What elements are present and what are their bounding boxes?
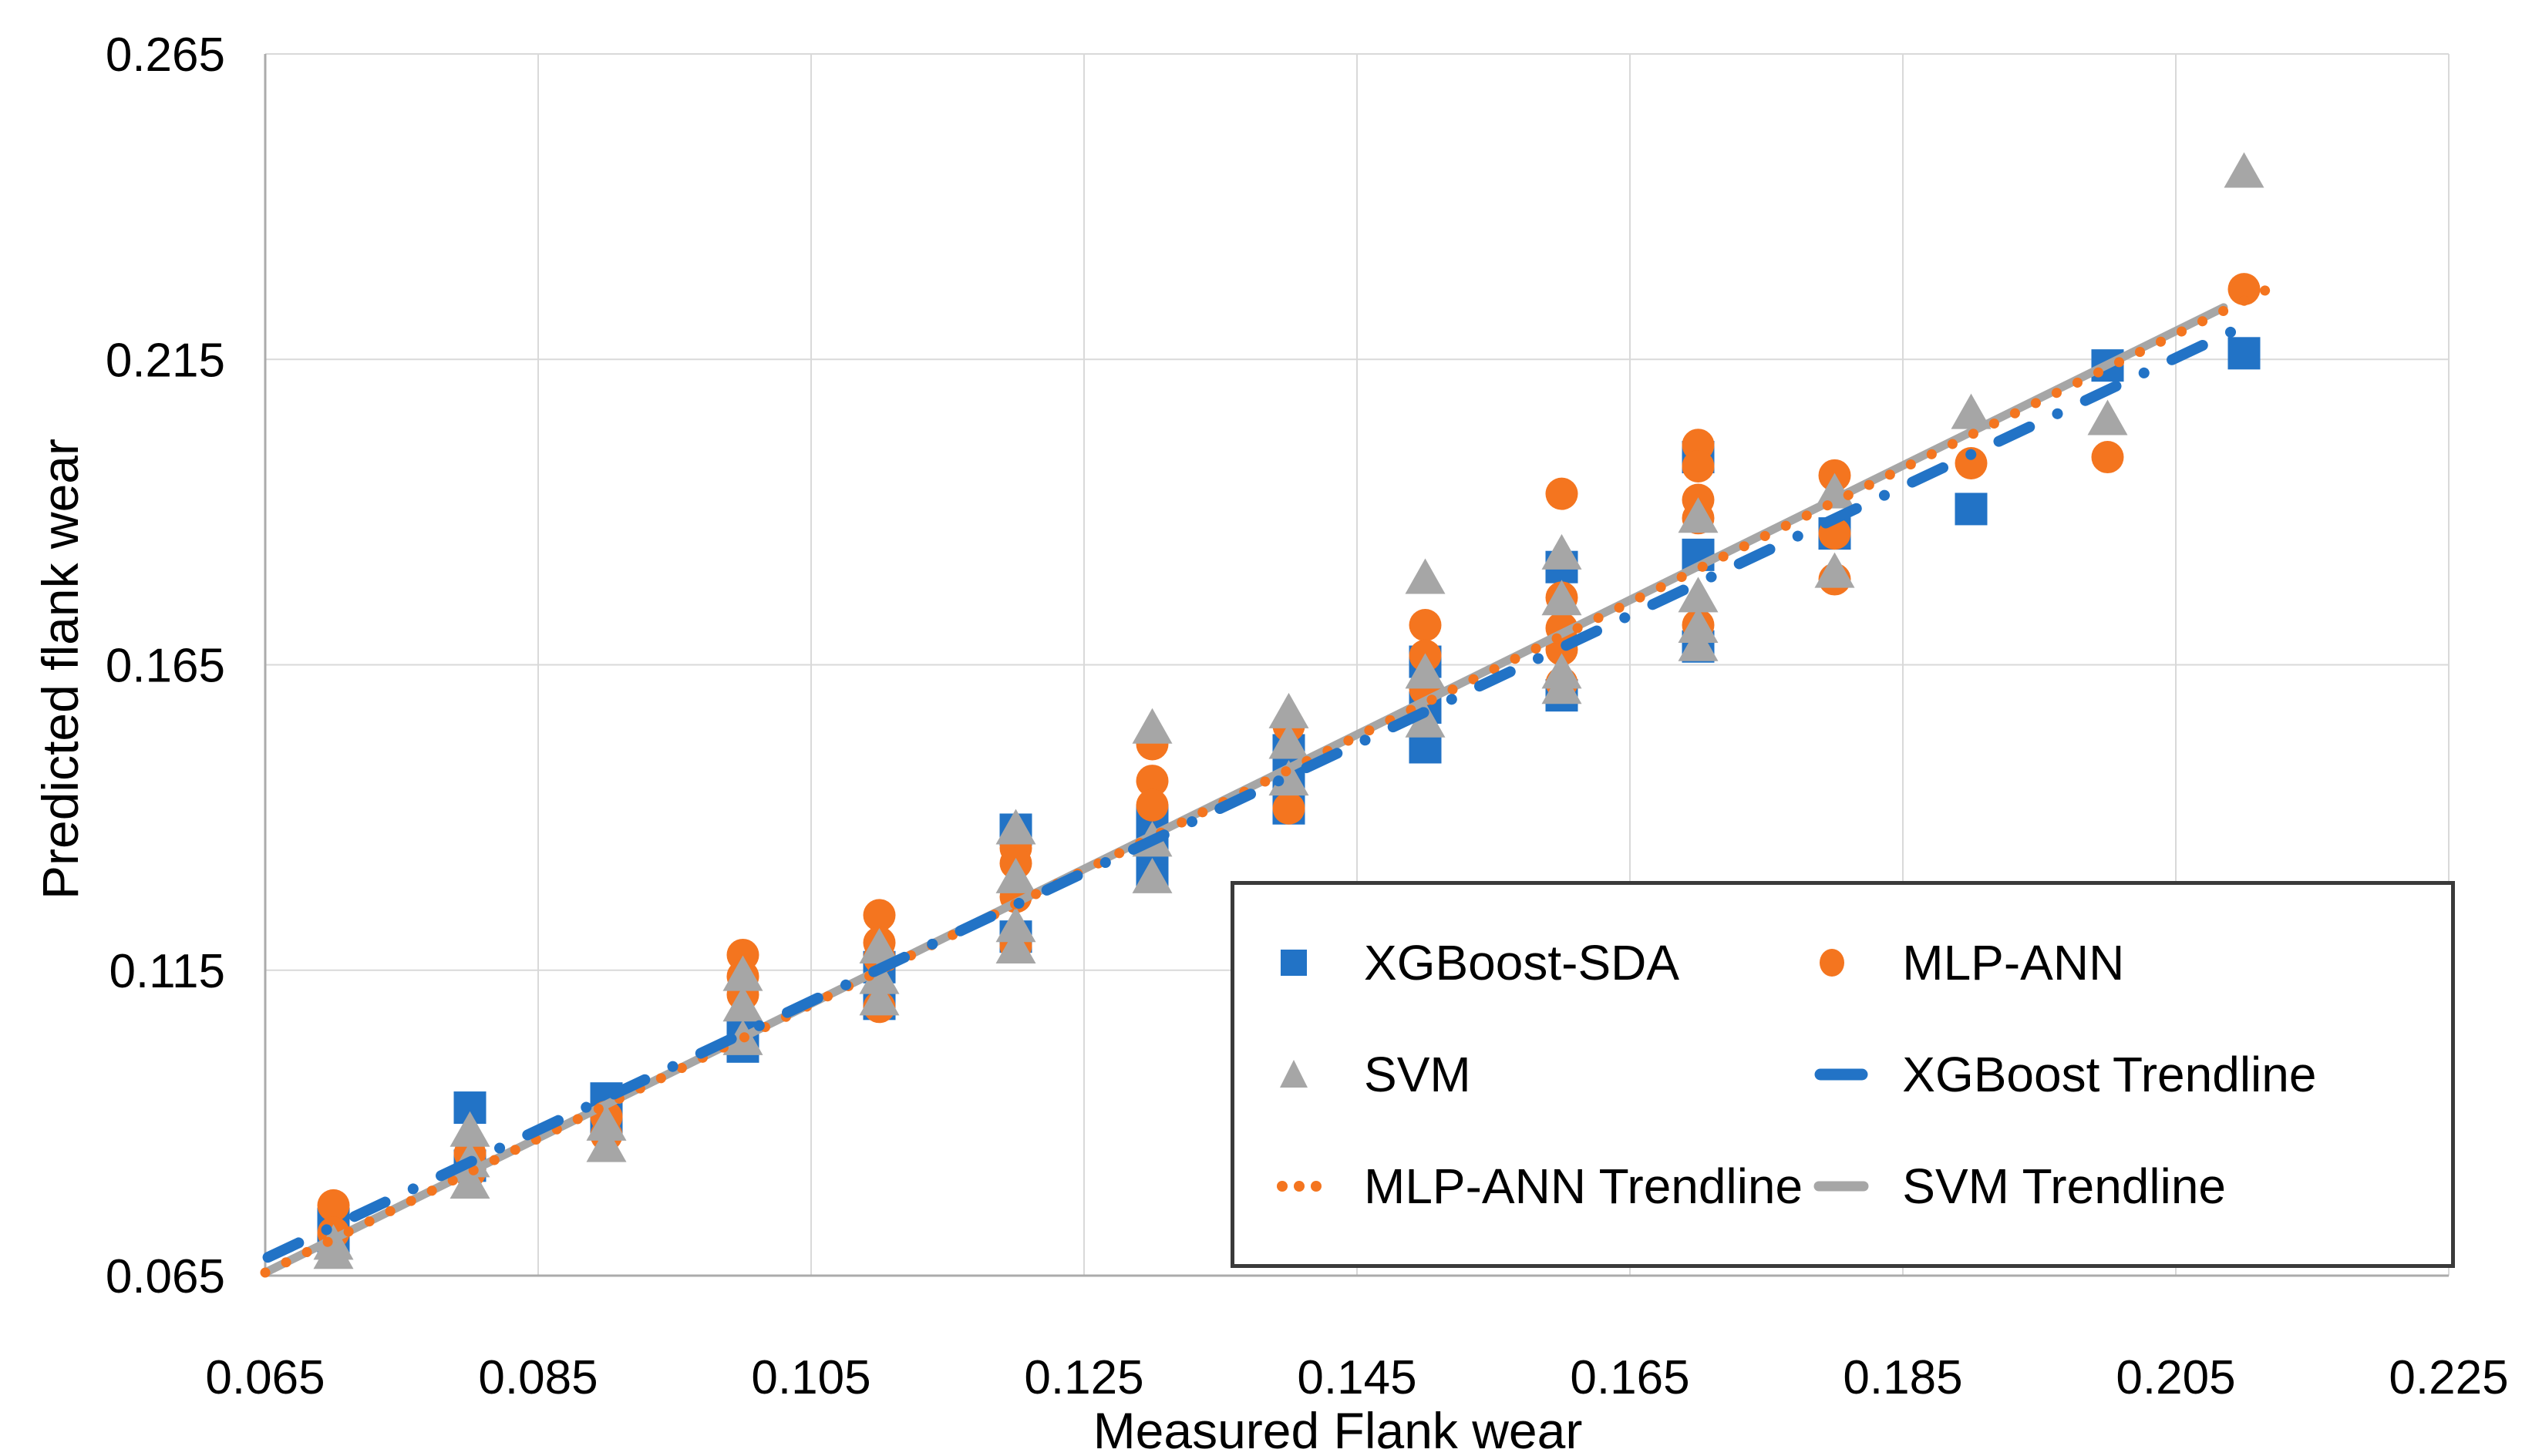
legend-item-mlp-ann: MLP-ANN — [1811, 934, 2443, 991]
svg-text:0.215: 0.215 — [106, 334, 225, 387]
legend-item-label: XGBoost Trendline — [1902, 1046, 2317, 1102]
svg-text:0.185: 0.185 — [1843, 1351, 1962, 1404]
legend-item-label: SVM — [1364, 1046, 1471, 1102]
legend-item-svm: SVM — [1273, 1046, 1811, 1103]
svg-text:0.265: 0.265 — [106, 29, 225, 82]
legend-item-label: MLP-ANN — [1902, 934, 2125, 990]
dotted-line-icon — [1273, 1168, 1350, 1205]
svg-text:0.165: 0.165 — [1570, 1351, 1689, 1404]
svg-text:0.115: 0.115 — [109, 945, 225, 998]
legend-item-label: SVM Trendline — [1902, 1158, 2227, 1215]
svg-text:0.225: 0.225 — [2389, 1351, 2508, 1404]
x-axis-title: Measured Flank wear — [1093, 1402, 1583, 1456]
svg-text:0.065: 0.065 — [106, 1250, 225, 1303]
svg-text:0.065: 0.065 — [205, 1351, 325, 1404]
square-marker-icon — [1273, 944, 1350, 981]
legend-item-xgboost-trendline: XGBoost Trendline — [1811, 1046, 2443, 1103]
y-axis-title: Predicted flank wear — [32, 439, 89, 899]
svg-text:0.165: 0.165 — [106, 640, 225, 693]
chart-legend: XGBoost-SDA MLP-ANN SVM XGBoost Trendlin… — [1231, 881, 2455, 1268]
legend-item-label: XGBoost-SDA — [1364, 934, 1680, 990]
circle-marker-icon — [1811, 944, 1888, 981]
legend-item-xgboost-sda: XGBoost-SDA — [1273, 934, 1811, 991]
svg-text:0.125: 0.125 — [1024, 1351, 1143, 1404]
svg-text:0.205: 0.205 — [2116, 1351, 2235, 1404]
svg-text:0.145: 0.145 — [1297, 1351, 1416, 1404]
legend-item-svm-trendline: SVM Trendline — [1811, 1158, 2443, 1215]
dash-line-icon — [1811, 1056, 1888, 1093]
legend-item-label: MLP-ANN Trendline — [1364, 1158, 1803, 1215]
svg-text:0.085: 0.085 — [478, 1351, 598, 1404]
legend-item-mlp-ann-trendline: MLP-ANN Trendline — [1273, 1158, 1811, 1215]
solid-line-icon — [1811, 1168, 1888, 1205]
triangle-marker-icon — [1273, 1056, 1350, 1093]
svg-text:0.105: 0.105 — [751, 1351, 870, 1404]
